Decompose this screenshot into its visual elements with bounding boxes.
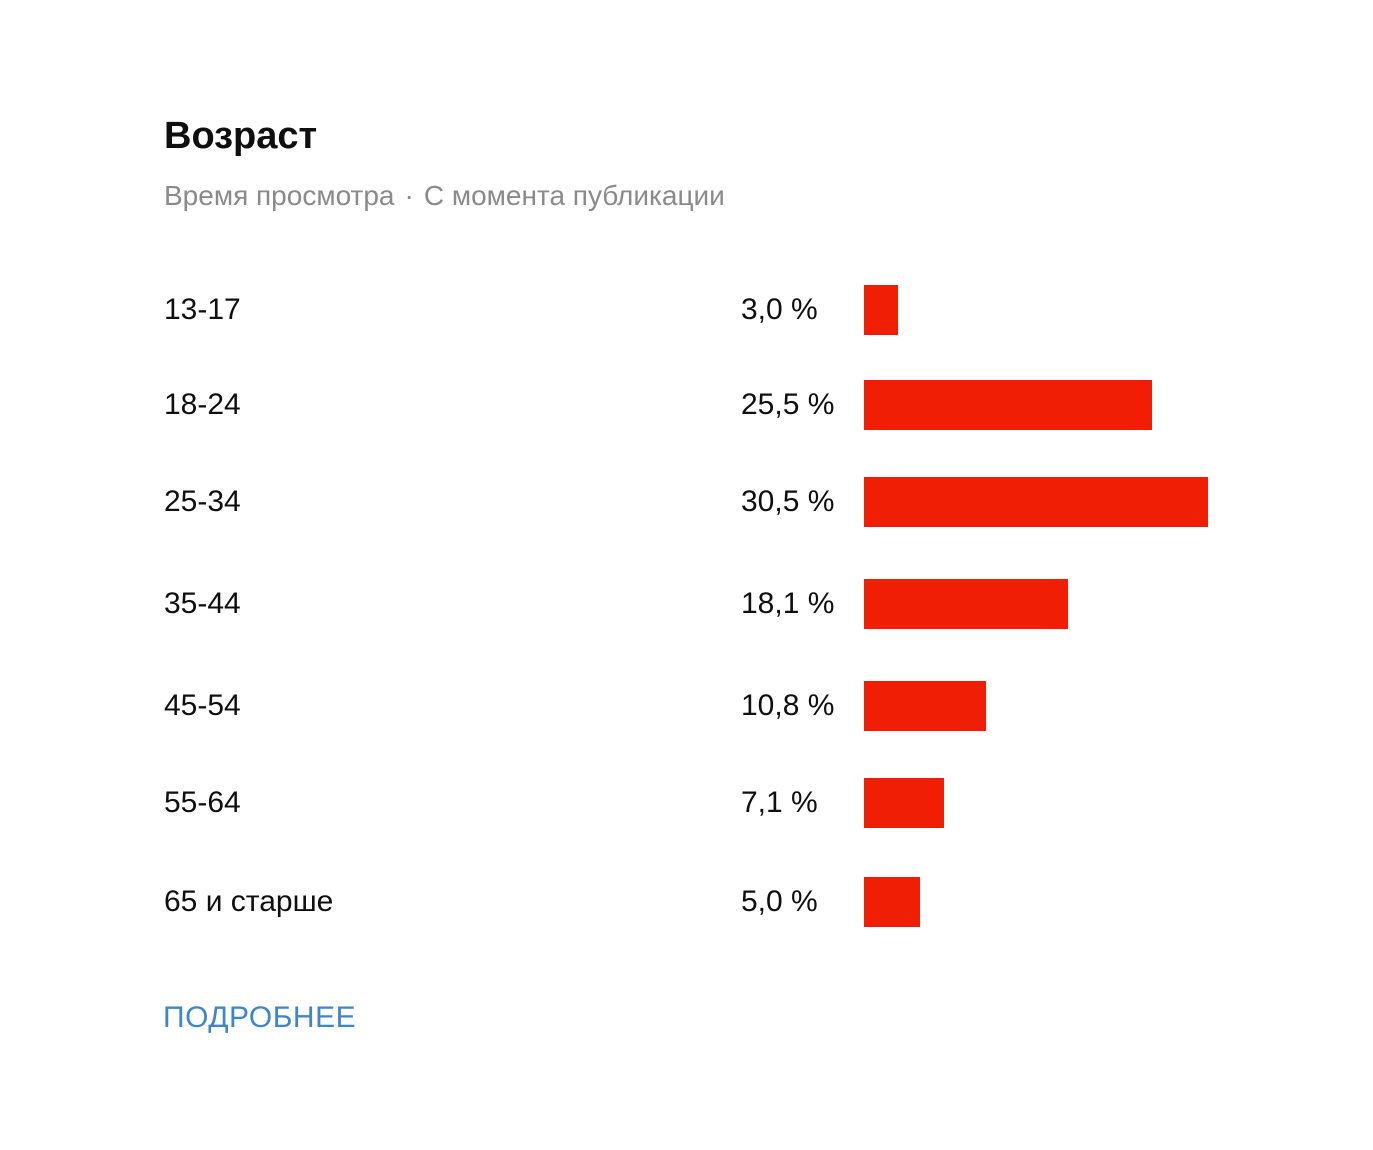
value-label: 7,1 %	[741, 786, 818, 819]
category-label: 18-24	[164, 388, 241, 421]
subtitle-period: С момента публикации	[423, 180, 725, 211]
bar	[864, 285, 898, 335]
subtitle-separator: ·	[404, 180, 414, 211]
bar	[864, 877, 920, 927]
value-label: 18,1 %	[741, 587, 835, 620]
value-label: 10,8 %	[741, 689, 835, 722]
category-label: 55-64	[164, 786, 241, 819]
bar	[864, 477, 1208, 527]
category-label: 35-44	[164, 587, 241, 620]
more-details-link[interactable]: ПОДРОБНЕЕ	[163, 1001, 357, 1034]
value-label: 30,5 %	[741, 485, 835, 518]
card-subtitle: Время просмотра · С момента публикации	[164, 178, 725, 214]
category-label: 13-17	[164, 293, 241, 326]
bar	[864, 778, 944, 828]
value-label: 25,5 %	[741, 388, 835, 421]
category-label: 25-34	[164, 485, 241, 518]
card-title: Возраст	[164, 115, 318, 157]
subtitle-metric: Время просмотра	[164, 180, 395, 211]
bar	[864, 681, 986, 731]
bar	[864, 380, 1152, 430]
category-label: 45-54	[164, 689, 241, 722]
value-label: 3,0 %	[741, 293, 818, 326]
bar	[864, 579, 1068, 629]
value-label: 5,0 %	[741, 885, 818, 918]
category-label: 65 и старше	[164, 885, 334, 918]
